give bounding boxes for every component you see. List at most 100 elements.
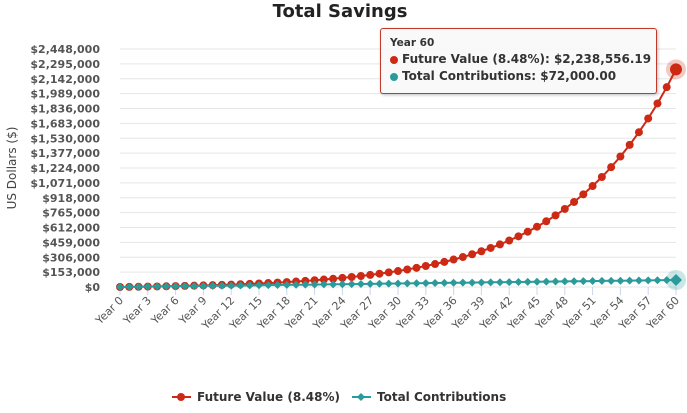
point-total-contributions[interactable] [356, 279, 365, 288]
point-future-value[interactable] [458, 253, 467, 262]
point-total-contributions[interactable] [495, 278, 504, 287]
point-total-contributions[interactable] [319, 280, 328, 289]
point-future-value[interactable] [477, 247, 486, 256]
point-future-value[interactable] [403, 265, 412, 274]
point-future-value[interactable] [542, 217, 551, 226]
point-future-value[interactable] [670, 63, 682, 76]
point-future-value[interactable] [384, 268, 393, 277]
point-future-value[interactable] [523, 227, 532, 236]
point-future-value[interactable] [653, 99, 662, 108]
point-future-value[interactable] [421, 262, 430, 271]
point-total-contributions[interactable] [282, 280, 291, 289]
point-future-value[interactable] [597, 173, 606, 182]
point-total-contributions[interactable] [394, 279, 402, 288]
point-total-contributions[interactable] [440, 278, 449, 287]
point-total-contributions[interactable] [449, 278, 458, 287]
point-total-contributions[interactable] [542, 277, 551, 286]
point-total-contributions[interactable] [403, 279, 412, 288]
point-future-value[interactable] [449, 255, 458, 264]
point-total-contributions[interactable] [338, 280, 347, 289]
point-future-value[interactable] [412, 263, 421, 272]
point-future-value[interactable] [310, 276, 319, 285]
legend-item-total-contributions[interactable]: Total Contributions [352, 390, 506, 404]
point-future-value[interactable] [468, 250, 477, 259]
point-total-contributions[interactable] [190, 282, 199, 291]
point-future-value[interactable] [440, 257, 449, 266]
point-total-contributions[interactable] [514, 277, 523, 286]
point-future-value[interactable] [329, 274, 338, 283]
point-total-contributions[interactable] [347, 280, 356, 289]
point-future-value[interactable] [366, 270, 375, 279]
point-future-value[interactable] [588, 182, 597, 191]
point-total-contributions[interactable] [570, 277, 579, 286]
point-future-value[interactable] [486, 243, 495, 252]
point-total-contributions[interactable] [468, 278, 477, 287]
point-future-value[interactable] [505, 236, 514, 245]
point-total-contributions[interactable] [245, 281, 254, 290]
point-future-value[interactable] [514, 232, 523, 241]
point-future-value[interactable] [644, 114, 653, 123]
point-total-contributions[interactable] [644, 276, 653, 285]
point-total-contributions[interactable] [366, 279, 375, 288]
point-future-value[interactable] [662, 83, 671, 92]
point-total-contributions[interactable] [264, 281, 273, 290]
point-future-value[interactable] [579, 190, 588, 199]
point-total-contributions[interactable] [607, 276, 616, 285]
point-total-contributions[interactable] [384, 279, 393, 288]
point-total-contributions[interactable] [301, 280, 310, 289]
point-total-contributions[interactable] [616, 276, 625, 285]
point-total-contributions[interactable] [412, 279, 421, 288]
point-total-contributions[interactable] [292, 280, 301, 289]
point-future-value[interactable] [625, 140, 634, 149]
point-total-contributions[interactable] [208, 281, 217, 290]
point-total-contributions[interactable] [421, 279, 430, 288]
point-total-contributions[interactable] [116, 283, 124, 291]
point-total-contributions[interactable] [125, 282, 134, 291]
point-total-contributions[interactable] [477, 278, 486, 287]
point-total-contributions[interactable] [273, 281, 282, 290]
point-future-value[interactable] [560, 204, 569, 213]
point-total-contributions[interactable] [329, 280, 338, 289]
point-future-value[interactable] [338, 273, 347, 282]
point-total-contributions[interactable] [153, 282, 162, 291]
point-future-value[interactable] [394, 267, 402, 276]
point-total-contributions[interactable] [523, 277, 532, 286]
point-total-contributions[interactable] [171, 282, 180, 291]
point-total-contributions[interactable] [560, 277, 569, 286]
point-future-value[interactable] [356, 271, 365, 280]
point-future-value[interactable] [319, 275, 328, 284]
point-total-contributions[interactable] [653, 276, 662, 285]
point-total-contributions[interactable] [634, 276, 643, 285]
point-future-value[interactable] [375, 269, 384, 278]
point-total-contributions[interactable] [533, 277, 541, 286]
point-total-contributions[interactable] [551, 277, 560, 286]
point-total-contributions[interactable] [579, 277, 588, 286]
point-total-contributions[interactable] [310, 280, 319, 289]
point-future-value[interactable] [347, 273, 356, 282]
legend-item-future-value[interactable]: Future Value (8.48%) [172, 390, 340, 404]
point-total-contributions[interactable] [236, 281, 245, 290]
point-future-value[interactable] [533, 222, 541, 231]
point-total-contributions[interactable] [458, 278, 467, 287]
point-total-contributions[interactable] [588, 277, 597, 286]
point-total-contributions[interactable] [143, 282, 152, 291]
point-total-contributions[interactable] [375, 279, 384, 288]
point-total-contributions[interactable] [162, 282, 171, 291]
point-total-contributions[interactable] [670, 274, 682, 286]
point-future-value[interactable] [551, 211, 560, 220]
point-total-contributions[interactable] [486, 278, 495, 287]
point-total-contributions[interactable] [199, 281, 208, 290]
point-future-value[interactable] [431, 260, 440, 269]
point-total-contributions[interactable] [505, 278, 514, 287]
point-future-value[interactable] [495, 240, 504, 249]
point-total-contributions[interactable] [431, 279, 440, 288]
point-total-contributions[interactable] [227, 281, 236, 290]
point-total-contributions[interactable] [662, 276, 671, 285]
point-total-contributions[interactable] [625, 276, 634, 285]
point-total-contributions[interactable] [217, 281, 226, 290]
point-total-contributions[interactable] [597, 276, 606, 285]
point-total-contributions[interactable] [180, 282, 189, 291]
point-total-contributions[interactable] [134, 282, 143, 291]
point-future-value[interactable] [634, 128, 643, 137]
point-future-value[interactable] [570, 197, 579, 206]
